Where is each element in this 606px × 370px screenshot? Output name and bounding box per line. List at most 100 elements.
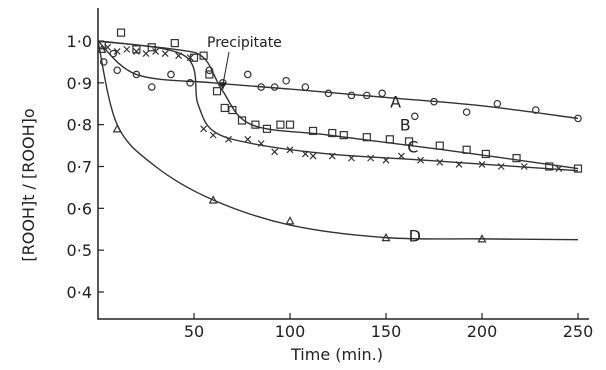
point-b	[220, 103, 229, 113]
point-b	[435, 141, 444, 150]
x-axis-title: Time (min.)	[290, 345, 383, 364]
point-c	[328, 152, 336, 160]
point-c	[555, 165, 563, 173]
point-c	[209, 131, 217, 139]
point-b	[228, 105, 237, 115]
y-tick-label: 0·9	[67, 74, 92, 93]
point-a	[378, 89, 386, 98]
point-a	[574, 114, 582, 123]
precipitate-label: Precipitate	[207, 35, 282, 51]
point-c	[301, 150, 309, 158]
point-c	[257, 140, 265, 147]
point-a	[132, 70, 141, 79]
point-d	[477, 234, 487, 243]
point-c	[200, 125, 208, 133]
curve-label-c: C	[407, 137, 418, 156]
point-b	[362, 133, 371, 142]
point-c	[186, 54, 194, 62]
point-c	[271, 148, 279, 156]
point-b	[308, 126, 318, 136]
point-c	[175, 52, 183, 60]
point-c	[225, 135, 232, 143]
point-a	[324, 89, 333, 98]
point-d	[112, 124, 122, 133]
point-b	[170, 38, 179, 48]
x-tick-label: 100	[275, 322, 306, 341]
point-b	[147, 43, 156, 52]
point-a	[301, 83, 310, 91]
curve-c	[97, 40, 579, 172]
point-d	[381, 232, 391, 242]
point-a	[205, 66, 214, 75]
point-c	[436, 158, 444, 166]
point-a	[147, 83, 156, 91]
point-b	[339, 131, 348, 140]
point-b	[276, 120, 285, 129]
point-c	[348, 154, 355, 162]
precipitate-arrow	[222, 51, 230, 86]
data-points	[97, 28, 583, 243]
point-a	[493, 99, 502, 108]
point-b	[285, 120, 295, 129]
ticks: 50 100 150 200 250 1·0 0·9 0·8 0·7 0·6 0·5 0·4	[67, 32, 594, 341]
point-b	[237, 116, 247, 125]
y-tick-label: 0·7	[67, 158, 92, 177]
curve-label-a: A	[390, 93, 401, 112]
point-b	[251, 120, 260, 129]
point-a	[167, 70, 175, 79]
point-a	[186, 79, 194, 87]
point-a	[243, 70, 252, 79]
point-b	[116, 28, 126, 37]
y-axis-title: [ROOH]t / [ROOH]o	[19, 108, 38, 261]
point-c	[520, 163, 528, 170]
point-c	[104, 43, 112, 51]
x-tick-label: 250	[563, 322, 594, 341]
y-tick-label: 0·5	[67, 241, 92, 260]
y-tick-label: 0·8	[67, 116, 92, 135]
point-c	[142, 50, 150, 57]
point-b	[512, 154, 521, 163]
point-c	[113, 48, 121, 55]
point-c	[382, 156, 390, 164]
point-b	[462, 145, 471, 154]
x-tick-label: 200	[467, 322, 498, 341]
curve-b	[97, 40, 579, 170]
point-b	[199, 51, 208, 60]
point-b	[132, 45, 141, 54]
curve-label-b: B	[400, 116, 411, 135]
point-a	[109, 49, 118, 58]
point-c	[417, 156, 424, 164]
point-b	[189, 53, 199, 62]
y-tick-label: 1·0	[67, 32, 92, 51]
point-a	[257, 83, 266, 91]
curve-label-d: D	[409, 227, 421, 246]
point-c	[309, 152, 317, 160]
point-b	[262, 124, 272, 133]
point-a	[410, 112, 419, 121]
point-b	[205, 70, 214, 79]
point-d	[208, 195, 218, 204]
point-c	[123, 45, 131, 53]
point-a	[462, 108, 471, 116]
point-c	[478, 160, 486, 168]
point-b	[573, 164, 583, 173]
point-c	[497, 163, 505, 170]
x-tick-label: 150	[371, 322, 402, 341]
y-axis-label: [ROOH]t / [ROOH]o	[19, 108, 38, 261]
point-c	[244, 135, 252, 143]
point-b	[385, 135, 394, 144]
point-d	[285, 216, 295, 225]
series-labels: ABC D	[390, 93, 421, 246]
point-b	[545, 162, 554, 171]
point-c	[132, 48, 140, 55]
y-tick-label: 0·4	[67, 283, 92, 302]
point-b	[212, 87, 222, 96]
y-tick-label: 0·6	[67, 199, 92, 218]
plot-frame	[97, 8, 589, 320]
point-a	[113, 66, 122, 75]
point-a	[362, 91, 371, 100]
x-tick-label: 50	[184, 322, 204, 341]
point-c	[455, 160, 463, 168]
precipitate-arrowhead	[219, 82, 226, 91]
